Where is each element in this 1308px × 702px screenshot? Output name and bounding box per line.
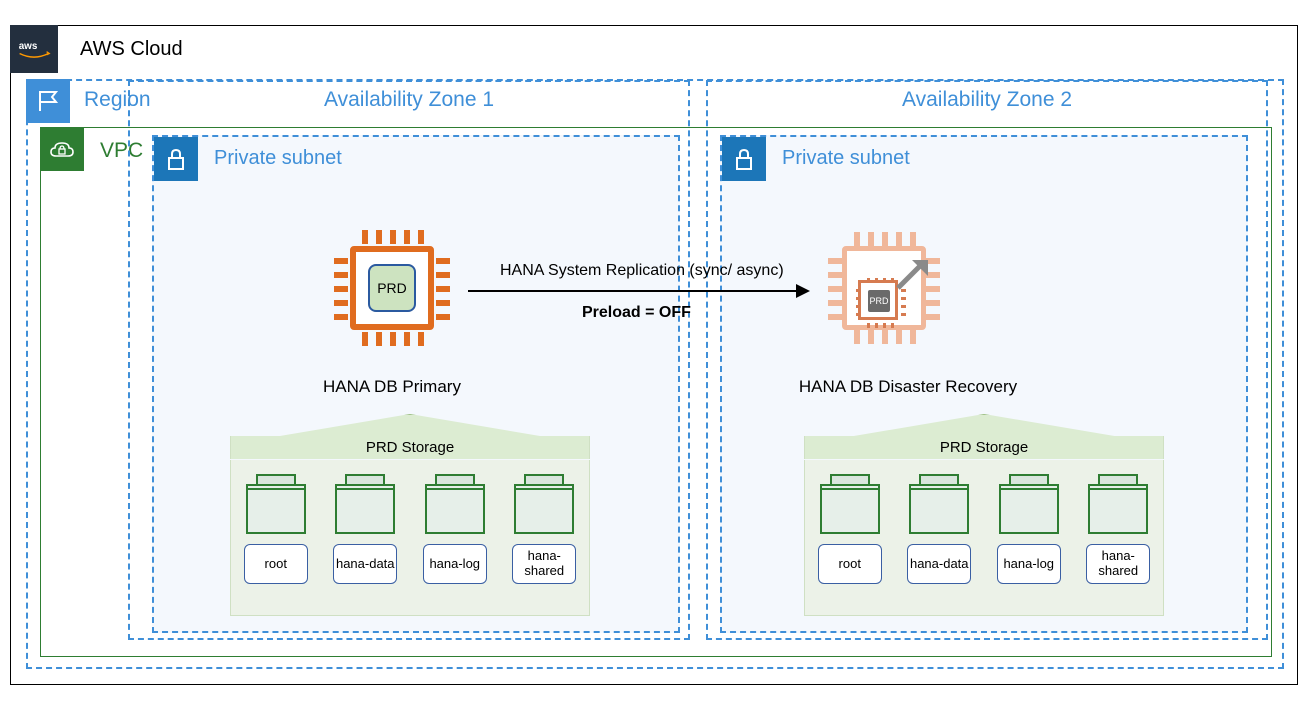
lock-icon: [722, 137, 766, 181]
replication-arrow-icon: [468, 290, 808, 292]
volume: hana-log: [423, 474, 487, 584]
lock-icon: [154, 137, 198, 181]
ebs-volume-icon: [335, 474, 395, 536]
volume-label: hana-data: [333, 544, 397, 584]
subnet-1-label: Private subnet: [214, 147, 342, 170]
aws-logo-icon: aws: [10, 25, 58, 73]
primary-db-label: HANA DB Primary: [312, 377, 472, 397]
volume: hana-shared: [1086, 474, 1150, 584]
storage-title: PRD Storage: [804, 436, 1164, 459]
region-icon: [26, 79, 70, 123]
primary-storage: PRD Storage root hana-data hana-log hana…: [230, 414, 590, 614]
volume: hana-log: [997, 474, 1061, 584]
volume-label: hana-shared: [512, 544, 576, 584]
volume-label: root: [244, 544, 308, 584]
resize-arrow-icon: [894, 256, 930, 292]
volume: root: [818, 474, 882, 584]
volume-label: hana-log: [423, 544, 487, 584]
storage-title: PRD Storage: [230, 436, 590, 459]
ebs-volume-icon: [514, 474, 574, 536]
ebs-volume-icon: [246, 474, 306, 536]
volume-label: root: [818, 544, 882, 584]
vpc-icon: [40, 127, 84, 171]
volume-label: hana-shared: [1086, 544, 1150, 584]
ebs-volume-icon: [820, 474, 880, 536]
dr-db-label: HANA DB Disaster Recovery: [798, 377, 1018, 397]
az1-label: Availability Zone 1: [130, 88, 688, 112]
chip-inner-label: PRD: [368, 264, 416, 312]
diagram-canvas: aws AWS Cloud Region VPC Availability Zo…: [0, 0, 1308, 702]
dr-storage: PRD Storage root hana-data hana-log hana…: [804, 414, 1164, 614]
replication-label: HANA System Replication (sync/ async): [500, 262, 784, 280]
small-chip-icon: PRD: [858, 280, 898, 320]
volume: hana-data: [333, 474, 397, 584]
ebs-volume-icon: [425, 474, 485, 536]
volume-label: hana-log: [997, 544, 1061, 584]
ebs-volume-icon: [909, 474, 969, 536]
volume: hana-data: [907, 474, 971, 584]
volume: hana-shared: [512, 474, 576, 584]
preload-label: Preload = OFF: [582, 304, 691, 322]
volume: root: [244, 474, 308, 584]
ebs-volume-icon: [999, 474, 1059, 536]
tiny-label: PRD: [868, 290, 890, 312]
ebs-volume-icon: [1088, 474, 1148, 536]
hana-primary-chip-icon: PRD: [332, 228, 452, 348]
aws-cloud-label: AWS Cloud: [80, 38, 183, 61]
svg-text:aws: aws: [19, 41, 38, 52]
subnet-2-label: Private subnet: [782, 147, 910, 170]
volume-label: hana-data: [907, 544, 971, 584]
az2-label: Availability Zone 2: [708, 88, 1266, 112]
hana-dr-chip-icon: PRD: [824, 228, 944, 348]
